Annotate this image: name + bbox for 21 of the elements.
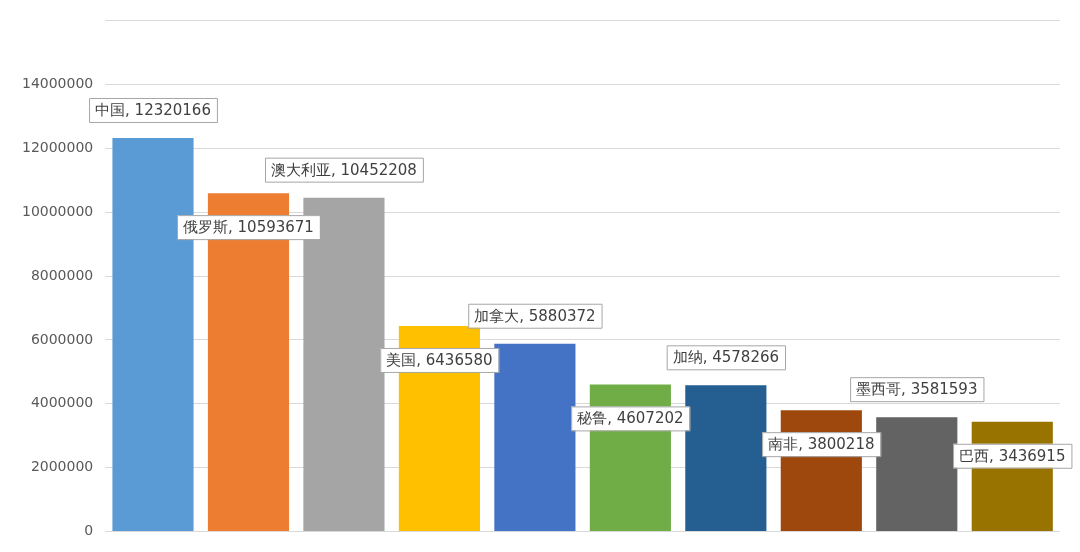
- data-label: 秘鲁, 4607202: [577, 409, 684, 428]
- data-label: 墨西哥, 3581593: [856, 380, 978, 399]
- data-label: 澳大利亚, 10452208: [271, 160, 417, 179]
- y-tick-label: 10000000: [21, 202, 94, 219]
- data-label: 美国, 6436580: [386, 350, 493, 369]
- data-label: 加拿大, 5880372: [474, 306, 596, 325]
- data-label: 南非, 3800218: [768, 435, 875, 454]
- bar: [685, 385, 767, 532]
- y-tick-label: 6000000: [30, 330, 94, 347]
- data-label: 中国, 12320166: [95, 100, 211, 119]
- y-tick-label: 12000000: [21, 138, 94, 155]
- y-tick-label: 2000000: [30, 458, 94, 475]
- data-label: 加纳, 4578266: [672, 348, 780, 367]
- data-label: 俄罗斯, 10593671: [183, 218, 314, 237]
- data-label: 巴西, 3436915: [959, 446, 1066, 465]
- y-tick-label: 14000000: [21, 74, 94, 91]
- bar: [494, 343, 576, 532]
- y-tick-label: 8000000: [30, 266, 94, 283]
- bar: [876, 417, 958, 532]
- y-tick-label: 0: [84, 522, 94, 539]
- y-tick-label: 4000000: [30, 394, 94, 411]
